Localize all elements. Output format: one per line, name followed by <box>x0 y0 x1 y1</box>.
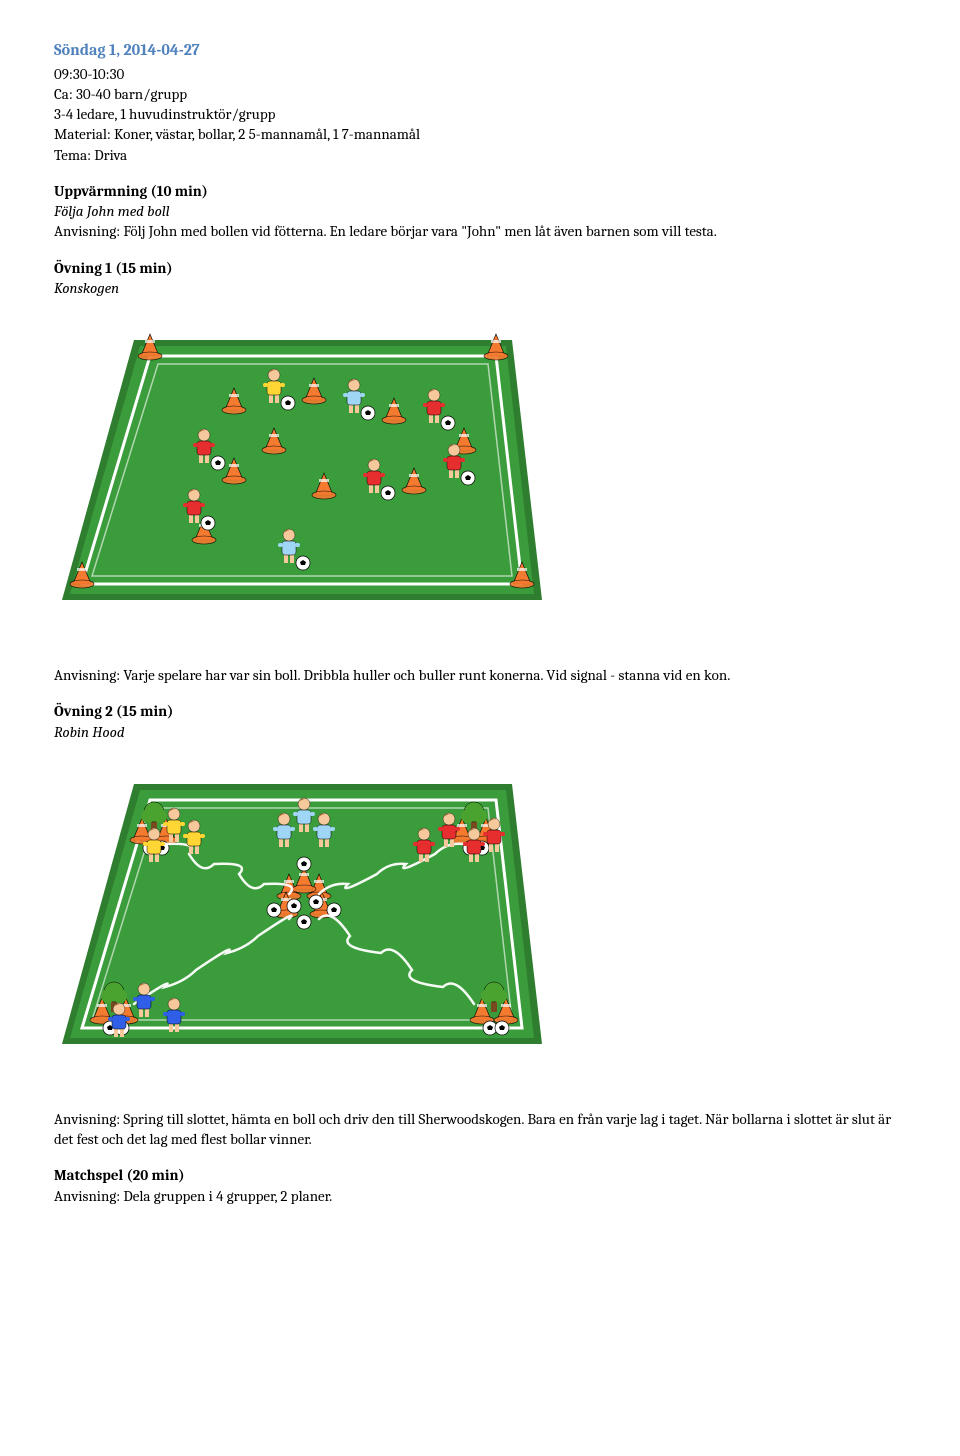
ex1-heading: Övning 1 (15 min) <box>54 258 906 278</box>
ex2-subtitle: Robin Hood <box>54 722 906 742</box>
ex1-subtitle: Konskogen <box>54 278 906 298</box>
meta-leaders: 3-4 ledare, 1 huvudinstruktör/grupp <box>54 104 906 124</box>
warmup-subtitle: Följa John med boll <box>54 201 906 221</box>
meta-theme: Tema: Driva <box>54 145 906 165</box>
ex2-heading: Övning 2 (15 min) <box>54 701 906 721</box>
match-text: Anvisning: Dela gruppen i 4 grupper, 2 p… <box>54 1186 906 1206</box>
warmup-heading: Uppvärmning (10 min) <box>54 181 906 201</box>
meta-material: Material: Koner, västar, bollar, 2 5-man… <box>54 124 906 144</box>
ex2-text: Anvisning: Spring till slottet, hämta en… <box>54 1109 906 1150</box>
ex2-diagram <box>54 744 544 1099</box>
meta-size: Ca: 30-40 barn/grupp <box>54 84 906 104</box>
warmup-text: Anvisning: Följ John med bollen vid fött… <box>54 221 906 241</box>
ex1-diagram <box>54 300 544 655</box>
meta-time: 09:30-10:30 <box>54 64 906 84</box>
page-title: Söndag 1, 2014-04-27 <box>54 40 906 62</box>
ex1-text: Anvisning: Varje spelare har var sin bol… <box>54 665 906 685</box>
match-heading: Matchspel (20 min) <box>54 1165 906 1185</box>
